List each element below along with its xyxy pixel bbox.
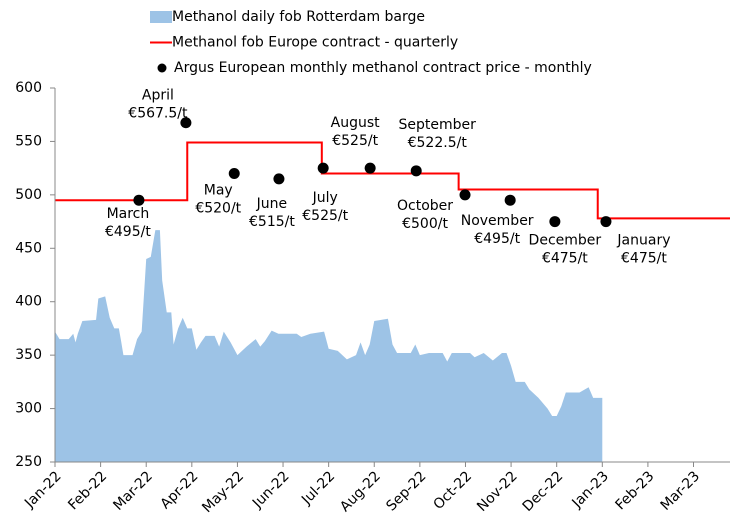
- x-tick-label: May-22: [199, 468, 247, 516]
- value-label: €475/t: [542, 251, 588, 267]
- value-label: €525/t: [332, 133, 378, 149]
- x-tick-label: Jan-23: [569, 468, 612, 511]
- x-tick-label: Sep-22: [383, 468, 429, 514]
- legend-label: Methanol daily fob Rotterdam barge: [172, 9, 425, 25]
- y-tick-label: 400: [15, 294, 42, 310]
- value-label: €525/t: [302, 208, 348, 224]
- dot: [410, 165, 422, 177]
- value-label: €515/t: [249, 214, 295, 230]
- x-tick-label: Jan-22: [21, 468, 64, 511]
- point-label: March: [107, 206, 150, 222]
- point-label: August: [331, 115, 381, 131]
- dot: [273, 173, 285, 185]
- dot: [133, 194, 145, 206]
- x-tick-label: Mar-22: [110, 468, 156, 514]
- point-label: July: [312, 190, 338, 206]
- dot: [228, 167, 240, 179]
- value-label: €500/t: [402, 216, 448, 232]
- point-label: May: [204, 182, 233, 198]
- x-tick-label: Nov-22: [474, 468, 521, 515]
- x-tick-label: Jun-22: [249, 468, 293, 512]
- legend-swatch: [157, 63, 167, 73]
- legend-label: Argus European monthly methanol contract…: [174, 60, 592, 76]
- dot: [459, 189, 471, 201]
- point-label: September: [399, 117, 477, 133]
- value-label: €475/t: [621, 251, 667, 267]
- legend-swatch: [150, 11, 172, 23]
- point-label: December: [529, 233, 602, 249]
- x-tick-label: Aug-22: [337, 468, 384, 515]
- y-tick-label: 300: [15, 401, 42, 417]
- point-label: April: [142, 88, 174, 104]
- y-tick-label: 250: [15, 454, 42, 470]
- dot: [180, 117, 192, 129]
- dot: [504, 194, 516, 206]
- dot: [549, 216, 561, 228]
- point-label: June: [256, 196, 288, 212]
- value-label: €495/t: [474, 231, 520, 247]
- x-tick-label: Dec-22: [520, 468, 567, 515]
- y-tick-label: 450: [15, 240, 42, 256]
- dot: [600, 216, 612, 228]
- point-label: October: [397, 198, 453, 214]
- point-label: January: [616, 233, 670, 249]
- value-label: €567.5/t: [128, 106, 188, 122]
- y-tick-label: 600: [15, 80, 42, 96]
- x-tick-label: Apr-22: [157, 468, 201, 512]
- value-label: €522.5/t: [408, 135, 468, 151]
- y-tick-label: 500: [15, 187, 42, 203]
- y-tick-label: 350: [15, 347, 42, 363]
- value-label: €495/t: [105, 224, 151, 240]
- x-tick-label: Jul-22: [298, 468, 338, 508]
- line: [55, 141, 730, 220]
- value-label: €520/t: [195, 200, 241, 216]
- point-label: November: [461, 213, 534, 229]
- x-tick-label: Oct-22: [431, 468, 476, 513]
- y-tick-label: 550: [15, 133, 42, 149]
- x-tick-label: Feb-22: [65, 468, 110, 513]
- dot: [364, 162, 376, 174]
- dot: [317, 162, 329, 174]
- x-tick-label: Feb-23: [613, 468, 658, 513]
- x-tick-label: Mar-23: [658, 468, 704, 514]
- area: [55, 230, 603, 462]
- legend-label: Methanol fob Europe contract - quarterly: [172, 35, 458, 51]
